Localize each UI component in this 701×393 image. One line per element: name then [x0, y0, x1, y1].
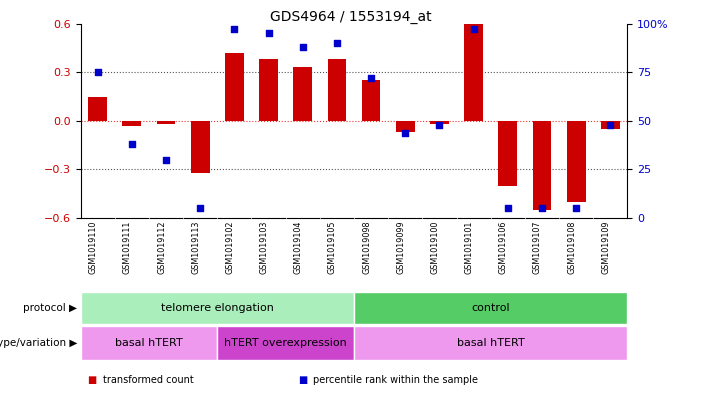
Text: GSM1019107: GSM1019107: [533, 220, 542, 274]
Text: protocol ▶: protocol ▶: [23, 303, 77, 313]
Point: [434, 121, 445, 128]
Bar: [293, 67, 312, 121]
Text: transformed count: transformed count: [103, 375, 193, 386]
Text: basal hTERT: basal hTERT: [115, 338, 183, 348]
Text: ■: ■: [88, 375, 97, 386]
Text: GSM1019111: GSM1019111: [123, 220, 132, 274]
Text: GSM1019101: GSM1019101: [465, 220, 474, 274]
Bar: [191, 121, 210, 173]
Bar: [327, 59, 346, 121]
Point: [468, 26, 479, 33]
Bar: [430, 121, 449, 124]
Bar: [354, 292, 627, 324]
Point: [161, 156, 172, 163]
Text: basal hTERT: basal hTERT: [457, 338, 524, 348]
Point: [400, 129, 411, 136]
Text: GSM1019099: GSM1019099: [396, 220, 405, 274]
Bar: [217, 326, 354, 360]
Point: [605, 121, 616, 128]
Point: [571, 205, 582, 211]
Point: [502, 205, 513, 211]
Point: [536, 205, 547, 211]
Text: telomere elongation: telomere elongation: [161, 303, 274, 313]
Text: GSM1019104: GSM1019104: [294, 220, 303, 274]
Text: GSM1019112: GSM1019112: [157, 220, 166, 274]
Bar: [354, 326, 627, 360]
Text: ■: ■: [298, 375, 307, 386]
Bar: [259, 59, 278, 121]
Point: [263, 30, 274, 37]
Point: [365, 75, 376, 81]
Text: GSM1019102: GSM1019102: [226, 220, 234, 274]
Text: GSM1019113: GSM1019113: [191, 220, 200, 274]
Text: GSM1019100: GSM1019100: [430, 220, 440, 274]
Text: hTERT overexpression: hTERT overexpression: [224, 338, 347, 348]
Text: GSM1019103: GSM1019103: [259, 220, 268, 274]
Text: GSM1019108: GSM1019108: [567, 220, 576, 274]
Bar: [156, 121, 175, 124]
Bar: [533, 121, 552, 210]
Bar: [88, 97, 107, 121]
Text: GSM1019106: GSM1019106: [499, 220, 508, 274]
Point: [92, 69, 103, 75]
Text: percentile rank within the sample: percentile rank within the sample: [313, 375, 478, 386]
Bar: [123, 121, 142, 126]
Point: [297, 44, 308, 50]
Bar: [566, 121, 585, 202]
Text: genotype/variation ▶: genotype/variation ▶: [0, 338, 77, 348]
Text: GSM1019105: GSM1019105: [328, 220, 337, 274]
Text: control: control: [471, 303, 510, 313]
Text: GSM1019109: GSM1019109: [601, 220, 611, 274]
Bar: [81, 292, 354, 324]
Point: [126, 141, 137, 147]
Point: [229, 26, 240, 33]
Bar: [464, 24, 483, 121]
Point: [195, 205, 206, 211]
Bar: [601, 121, 620, 129]
Point: [332, 40, 343, 46]
Text: GDS4964 / 1553194_at: GDS4964 / 1553194_at: [270, 10, 431, 24]
Bar: [225, 53, 244, 121]
Bar: [498, 121, 517, 186]
Text: GSM1019110: GSM1019110: [89, 220, 97, 274]
Bar: [396, 121, 415, 132]
Text: GSM1019098: GSM1019098: [362, 220, 371, 274]
Bar: [362, 80, 381, 121]
Bar: [81, 326, 217, 360]
